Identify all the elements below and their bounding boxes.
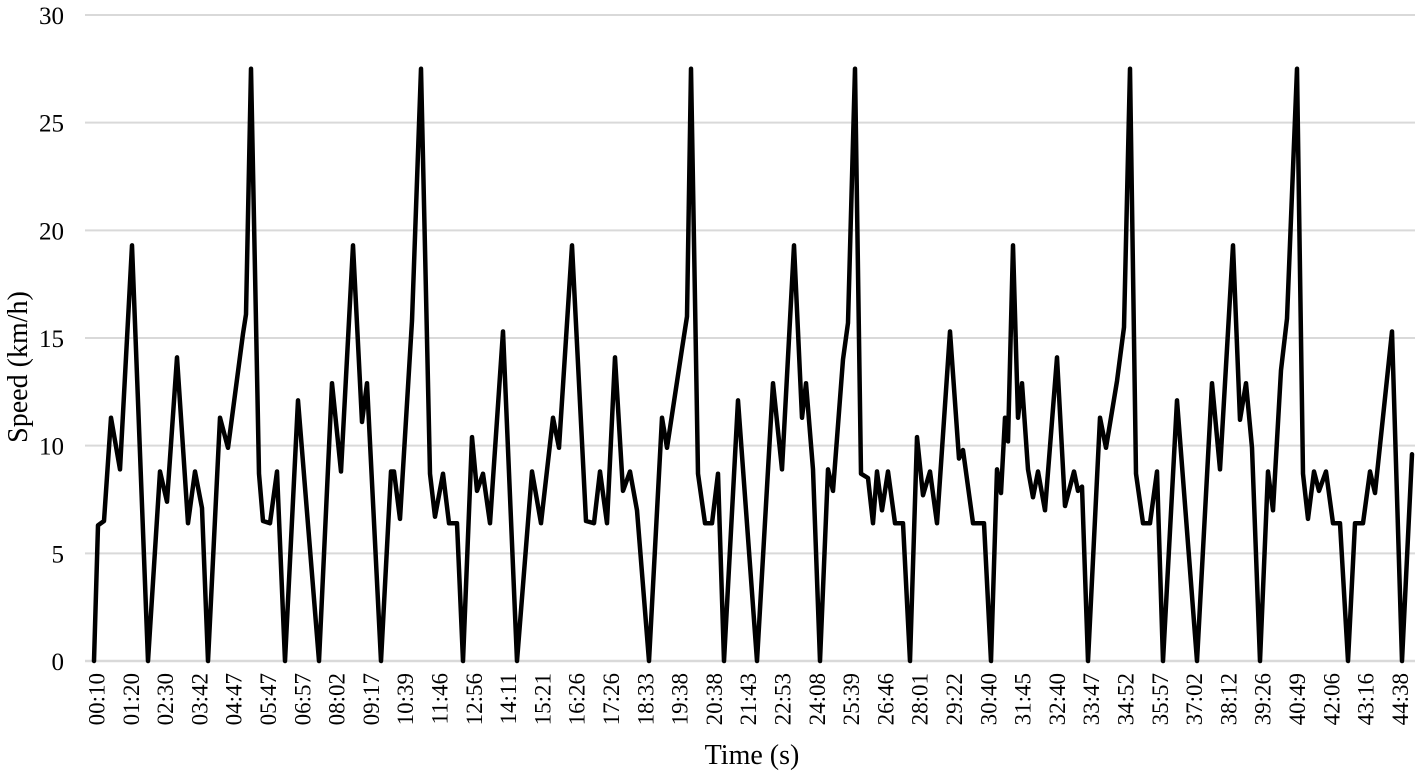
x-tick-label: 39:26 xyxy=(1251,673,1276,725)
x-tick-label: 32:40 xyxy=(1045,673,1070,725)
x-tick-label: 40:49 xyxy=(1285,673,1310,725)
x-tick-label: 22:53 xyxy=(771,673,796,725)
y-tick-label: 30 xyxy=(39,3,64,30)
x-axis-title: Time (s) xyxy=(705,740,800,771)
x-tick-label: 14:11 xyxy=(496,673,521,725)
x-tick-label: 03:42 xyxy=(187,673,212,725)
y-tick-label: 25 xyxy=(39,111,64,138)
x-tick-label: 35:57 xyxy=(1148,673,1173,725)
speed-data-line xyxy=(91,66,1415,664)
x-tick-label: 24:08 xyxy=(805,673,830,725)
y-tick-label: 5 xyxy=(52,541,65,568)
x-tick-label: 33:47 xyxy=(1079,673,1104,725)
x-tick-label: 19:38 xyxy=(668,673,693,725)
x-tick-label: 26:46 xyxy=(873,673,898,725)
x-tick-label: 00:10 xyxy=(85,673,110,725)
x-tick-label: 43:16 xyxy=(1354,673,1379,725)
x-tick-label: 05:47 xyxy=(256,673,281,725)
x-tick-label: 12:56 xyxy=(462,673,487,725)
x-tick-label: 28:01 xyxy=(908,673,933,725)
y-axis-title: Speed (km/h) xyxy=(3,291,34,443)
x-tick-label: 17:26 xyxy=(599,673,624,725)
x-tick-label: 10:39 xyxy=(393,673,418,725)
x-tick-label: 37:02 xyxy=(1182,673,1207,725)
y-tick-label: 15 xyxy=(39,326,64,353)
x-tick-label: 11:46 xyxy=(428,673,453,725)
x-tick-label: 04:47 xyxy=(222,673,247,725)
x-tick-label: 01:20 xyxy=(119,673,144,725)
x-tick-label: 34:52 xyxy=(1114,673,1139,725)
x-tick-label: 15:21 xyxy=(530,673,555,725)
x-tick-label: 44:38 xyxy=(1388,673,1413,725)
x-axis-tick-labels: 00:10 01:20 02:30 03:42 04:47 05:47 06:57 08:02… xyxy=(85,673,1413,725)
y-tick-label: 10 xyxy=(39,434,64,461)
horizontal-gridlines xyxy=(85,14,1415,663)
y-tick-label: 0 xyxy=(52,649,65,676)
x-tick-label: 42:06 xyxy=(1319,673,1344,725)
x-tick-label: 31:45 xyxy=(1011,673,1036,725)
y-tick-label: 20 xyxy=(39,218,64,245)
x-tick-label: 18:33 xyxy=(633,673,658,725)
x-tick-label: 02:30 xyxy=(153,673,178,725)
x-tick-label: 21:43 xyxy=(736,673,761,725)
x-tick-label: 38:12 xyxy=(1216,673,1241,725)
x-tick-label: 08:02 xyxy=(325,673,350,725)
x-tick-label: 25:39 xyxy=(839,673,864,725)
x-tick-label: 30:40 xyxy=(976,673,1001,725)
x-tick-label: 06:57 xyxy=(290,673,315,725)
x-tick-label: 16:26 xyxy=(565,673,590,725)
x-tick-label: 29:22 xyxy=(942,673,967,725)
y-axis-tick-labels: 0 5 10 15 20 25 30 xyxy=(39,3,64,676)
x-tick-label: 20:38 xyxy=(702,673,727,725)
x-tick-label: 09:17 xyxy=(359,673,384,725)
